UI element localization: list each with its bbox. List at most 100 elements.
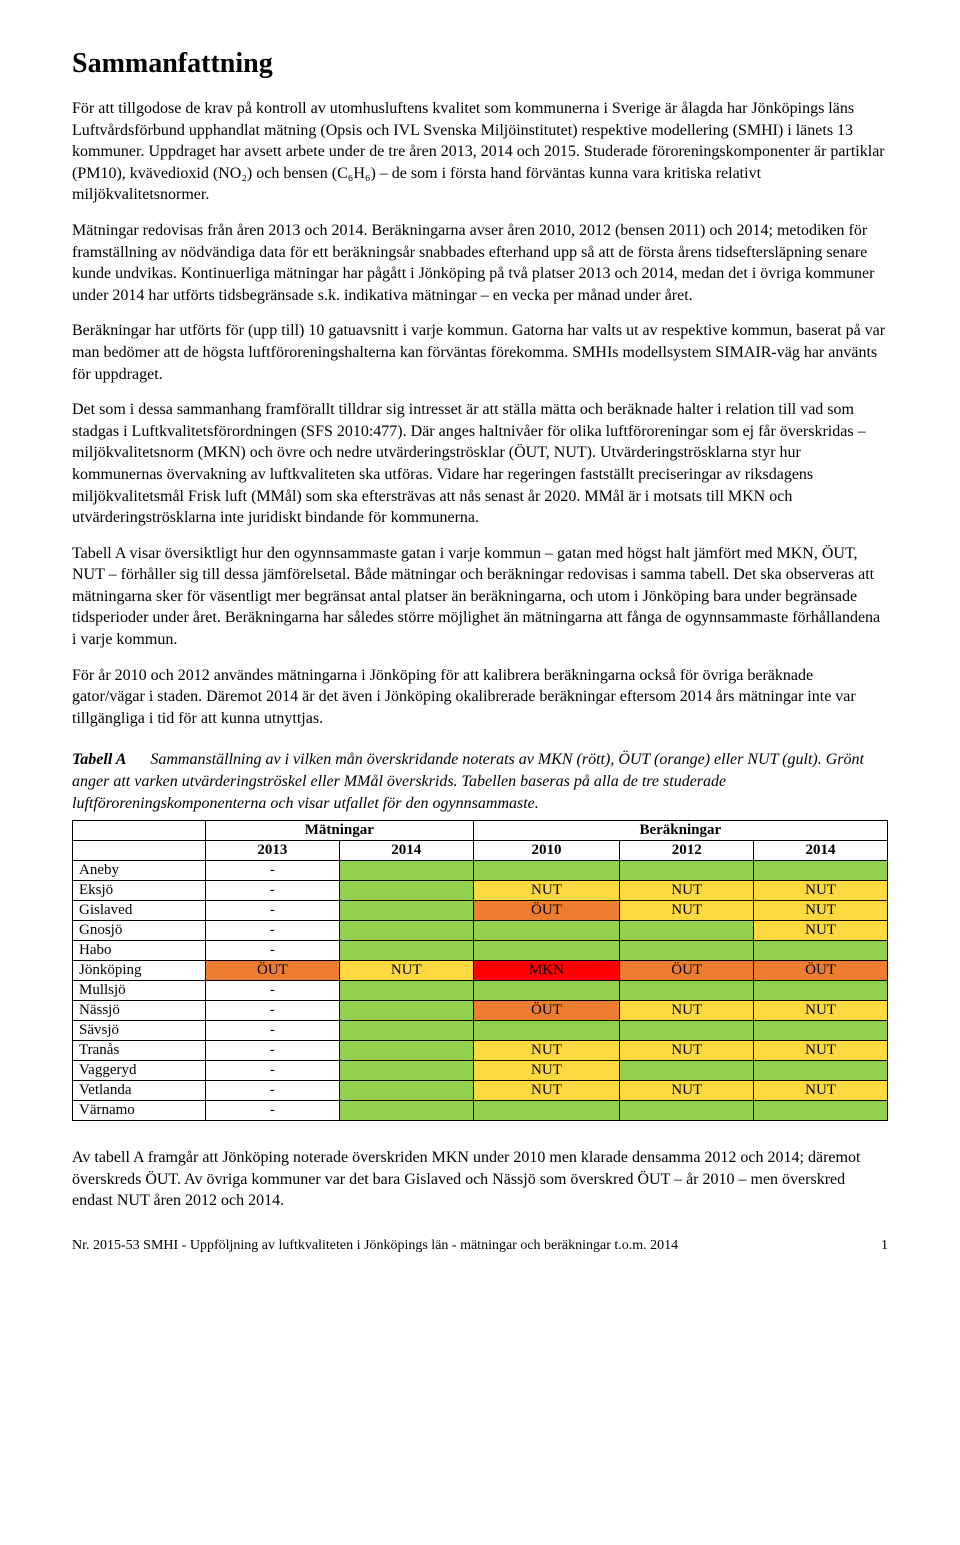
paragraph: Det som i dessa sammanhang framförallt t… bbox=[72, 399, 888, 529]
table-row: Mullsjö- bbox=[73, 981, 888, 1001]
table-cell bbox=[473, 1021, 620, 1041]
table-cell bbox=[339, 861, 473, 881]
table-cell: - bbox=[206, 1061, 340, 1081]
row-label: Värnamo bbox=[73, 1101, 206, 1121]
table-row: Vaggeryd-NUT bbox=[73, 1061, 888, 1081]
table-corner bbox=[73, 821, 206, 841]
table-row: Eksjö-NUTNUTNUT bbox=[73, 881, 888, 901]
table-cell bbox=[620, 921, 754, 941]
table-cell: - bbox=[206, 881, 340, 901]
table-cell: NUT bbox=[754, 921, 888, 941]
row-label: Tranås bbox=[73, 1041, 206, 1061]
table-cell: - bbox=[206, 981, 340, 1001]
table-cell bbox=[754, 1101, 888, 1121]
table-cell: ÖUT bbox=[206, 961, 340, 981]
table-cell bbox=[473, 1101, 620, 1121]
table-header-matningar: Mätningar bbox=[206, 821, 474, 841]
table-row: JönköpingÖUTNUTMKNÖUTÖUT bbox=[73, 961, 888, 981]
table-cell bbox=[339, 1041, 473, 1061]
table-row: Gnosjö-NUT bbox=[73, 921, 888, 941]
row-label: Jönköping bbox=[73, 961, 206, 981]
row-label: Eksjö bbox=[73, 881, 206, 901]
table-cell: ÖUT bbox=[754, 961, 888, 981]
table-cell: - bbox=[206, 941, 340, 961]
page-footer: Nr. 2015-53 SMHI - Uppföljning av luftkv… bbox=[72, 1238, 888, 1254]
table-cell: NUT bbox=[754, 1081, 888, 1101]
table-caption-lead: Tabell A bbox=[72, 751, 126, 768]
table-cell: MKN bbox=[473, 961, 620, 981]
document-page: Sammanfattning För att tillgodose de kra… bbox=[0, 0, 960, 1290]
table-row: Habo- bbox=[73, 941, 888, 961]
table-year: 2014 bbox=[339, 841, 473, 861]
row-label: Sävsjö bbox=[73, 1021, 206, 1041]
table-cell: NUT bbox=[620, 901, 754, 921]
footer-text: Nr. 2015-53 SMHI - Uppföljning av luftkv… bbox=[72, 1238, 678, 1254]
table-cell bbox=[620, 941, 754, 961]
table-cell bbox=[620, 1021, 754, 1041]
row-label: Mullsjö bbox=[73, 981, 206, 1001]
table-year: 2014 bbox=[754, 841, 888, 861]
table-cell bbox=[339, 981, 473, 1001]
table-cell bbox=[339, 941, 473, 961]
paragraph: Mätningar redovisas från åren 2013 och 2… bbox=[72, 220, 888, 306]
table-cell: - bbox=[206, 1081, 340, 1101]
row-label: Gnosjö bbox=[73, 921, 206, 941]
row-label: Vetlanda bbox=[73, 1081, 206, 1101]
table-cell: NUT bbox=[620, 881, 754, 901]
table-row: Vetlanda-NUTNUTNUT bbox=[73, 1081, 888, 1101]
table-cell: NUT bbox=[339, 961, 473, 981]
table-cell bbox=[754, 1061, 888, 1081]
table-row: Gislaved-ÖUTNUTNUT bbox=[73, 901, 888, 921]
table-cell bbox=[339, 1001, 473, 1021]
table-cell: NUT bbox=[754, 881, 888, 901]
table-cell bbox=[754, 941, 888, 961]
table-year: 2010 bbox=[473, 841, 620, 861]
table-cell bbox=[339, 901, 473, 921]
table-cell bbox=[339, 1081, 473, 1101]
table-cell bbox=[473, 921, 620, 941]
page-title: Sammanfattning bbox=[72, 48, 888, 80]
row-label: Habo bbox=[73, 941, 206, 961]
table-cell: - bbox=[206, 1101, 340, 1121]
table-cell bbox=[754, 981, 888, 1001]
table-cell bbox=[473, 941, 620, 961]
page-number: 1 bbox=[881, 1238, 888, 1254]
table-cell bbox=[620, 861, 754, 881]
table-caption-text: Sammanställning av i vilken mån överskri… bbox=[72, 751, 864, 811]
table-cell: - bbox=[206, 861, 340, 881]
table-caption: Tabell A Sammanställning av i vilken mån… bbox=[72, 749, 888, 814]
table-cell: ÖUT bbox=[473, 1001, 620, 1021]
table-cell: NUT bbox=[620, 1001, 754, 1021]
table-cell bbox=[620, 981, 754, 1001]
table-row: Sävsjö- bbox=[73, 1021, 888, 1041]
table-cell: NUT bbox=[754, 901, 888, 921]
table-row: Nässjö-ÖUTNUTNUT bbox=[73, 1001, 888, 1021]
table-cell: - bbox=[206, 1021, 340, 1041]
table-cell: NUT bbox=[754, 1041, 888, 1061]
table-cell: ÖUT bbox=[473, 901, 620, 921]
paragraph: Tabell A visar översiktligt hur den ogyn… bbox=[72, 543, 888, 651]
table-cell bbox=[339, 921, 473, 941]
table-cell bbox=[754, 861, 888, 881]
table-cell bbox=[339, 881, 473, 901]
table-cell: NUT bbox=[473, 881, 620, 901]
row-label: Nässjö bbox=[73, 1001, 206, 1021]
table-cell bbox=[620, 1101, 754, 1121]
table-cell bbox=[620, 1061, 754, 1081]
summary-table: Mätningar Beräkningar 2013 2014 2010 201… bbox=[72, 820, 888, 1121]
table-year: 2012 bbox=[620, 841, 754, 861]
table-cell: NUT bbox=[620, 1081, 754, 1101]
table-cell: NUT bbox=[754, 1001, 888, 1021]
table-row: Aneby- bbox=[73, 861, 888, 881]
paragraph: Beräkningar har utförts för (upp till) 1… bbox=[72, 320, 888, 385]
paragraph: För att tillgodose de krav på kontroll a… bbox=[72, 98, 888, 206]
table-row: Tranås-NUTNUTNUT bbox=[73, 1041, 888, 1061]
paragraph: För år 2010 och 2012 användes mätningarn… bbox=[72, 665, 888, 730]
table-corner2 bbox=[73, 841, 206, 861]
table-cell bbox=[754, 1021, 888, 1041]
table-cell: ÖUT bbox=[620, 961, 754, 981]
table-cell: NUT bbox=[473, 1041, 620, 1061]
table-cell bbox=[473, 981, 620, 1001]
table-cell: NUT bbox=[473, 1081, 620, 1101]
table-cell bbox=[473, 861, 620, 881]
